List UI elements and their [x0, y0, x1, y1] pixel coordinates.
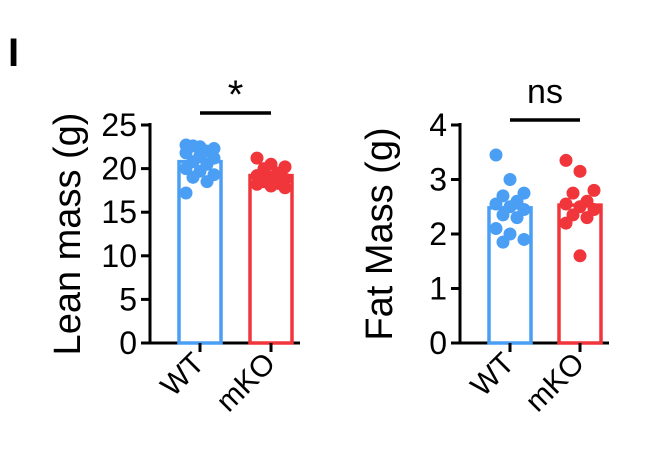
data-point-WT	[503, 173, 517, 186]
data-point-WT	[496, 235, 510, 249]
y-tick-label: 0	[119, 325, 137, 361]
y-tick-label: 1	[429, 271, 447, 307]
data-point-WT	[186, 170, 200, 184]
y-tick-label: 0	[429, 325, 447, 361]
x-tick-label: WT	[465, 347, 521, 403]
y-tick-label: 4	[429, 107, 447, 143]
data-point-mKO	[580, 211, 594, 225]
data-point-mKO	[278, 181, 292, 195]
data-point-mKO	[573, 249, 587, 263]
data-point-WT	[489, 197, 503, 211]
y-tick-label: 15	[101, 194, 137, 230]
data-point-WT	[489, 148, 503, 162]
x-tick-label: mKO	[210, 347, 282, 419]
significance-label: *	[228, 73, 244, 117]
data-point-WT	[200, 175, 214, 189]
y-axis-label: Fat Mass (g)	[359, 127, 401, 340]
data-point-mKO	[566, 186, 580, 200]
data-point-WT	[510, 211, 524, 225]
panel-label: I	[8, 31, 19, 75]
data-point-mKO	[250, 151, 264, 165]
data-point-WT	[489, 222, 503, 236]
bar-mKO	[248, 173, 294, 345]
data-point-WT	[179, 186, 193, 200]
data-point-mKO	[250, 177, 264, 191]
y-tick-label: 2	[429, 216, 447, 252]
data-point-mKO	[573, 164, 587, 178]
data-point-mKO	[559, 153, 573, 167]
y-tick-label: 20	[101, 151, 137, 187]
y-tick-label: 3	[429, 162, 447, 198]
y-tick-label: 10	[101, 238, 137, 274]
y-tick-label: 5	[119, 281, 137, 317]
data-point-WT	[179, 162, 193, 176]
x-tick-label: WT	[155, 347, 211, 403]
data-point-WT	[517, 232, 531, 246]
data-point-WT	[179, 146, 193, 160]
significance-label: ns	[527, 73, 563, 111]
x-tick-label: mKO	[519, 347, 591, 419]
data-point-mKO	[559, 216, 573, 230]
y-axis-label: Lean mass (g)	[47, 113, 89, 356]
y-tick-label: 25	[101, 107, 137, 143]
data-point-mKO	[587, 183, 601, 197]
data-point-WT	[496, 208, 510, 222]
data-point-mKO	[559, 197, 573, 211]
data-point-mKO	[264, 179, 278, 193]
